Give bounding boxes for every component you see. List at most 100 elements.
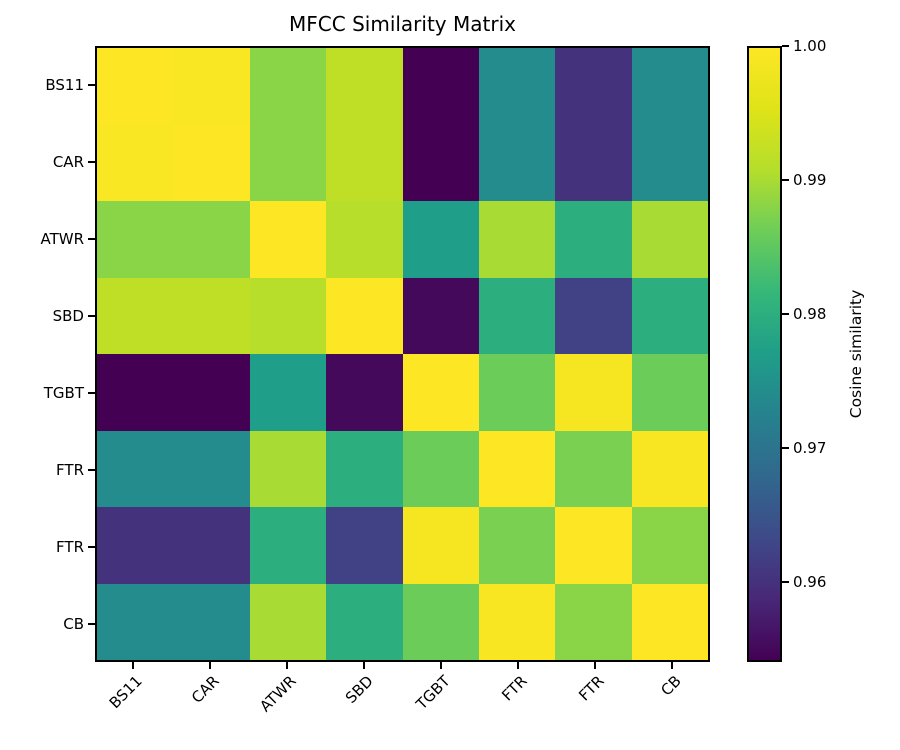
x-axis-tick-mark — [516, 662, 519, 669]
heatmap-cell — [249, 507, 327, 584]
y-axis-tick-mark — [88, 545, 95, 548]
heatmap-cell — [173, 583, 250, 660]
heatmap-cell — [402, 48, 479, 125]
heatmap-cell — [402, 430, 479, 507]
y-axis-tick-label: SBD — [52, 306, 84, 325]
heatmap-cell — [326, 277, 403, 354]
heatmap-cell — [326, 507, 403, 584]
heatmap-cell — [249, 430, 327, 507]
heatmap-cell — [249, 583, 327, 660]
heatmap — [95, 46, 710, 662]
heatmap-cell — [326, 430, 403, 507]
heatmap-cell — [402, 583, 479, 660]
heatmap-cell — [173, 124, 250, 201]
y-axis-tick-label: TGBT — [43, 383, 84, 402]
y-axis-tick-mark — [88, 314, 95, 317]
heatmap-cell — [631, 430, 708, 507]
heatmap-cell — [97, 48, 174, 125]
heatmap-cell — [478, 201, 556, 278]
heatmap-cell — [97, 354, 174, 431]
y-axis-tick-mark — [88, 83, 95, 86]
heatmap-cell — [173, 354, 250, 431]
heatmap-cell — [97, 507, 174, 584]
y-axis-tick-mark — [88, 237, 95, 240]
heatmap-cell — [97, 201, 174, 278]
chart-title: MFCC Similarity Matrix — [289, 12, 516, 36]
heatmap-cell — [631, 277, 708, 354]
colorbar-tick-mark — [782, 446, 789, 449]
colorbar-tick-mark — [782, 178, 789, 181]
y-axis-tick-label: FTR — [56, 537, 84, 556]
x-axis-tick-mark — [363, 662, 366, 669]
heatmap-cell — [555, 354, 632, 431]
heatmap-cell — [555, 48, 632, 125]
x-axis-tick-mark — [670, 662, 673, 669]
heatmap-cell — [555, 583, 632, 660]
heatmap-cell — [555, 507, 632, 584]
heatmap-cell — [173, 201, 250, 278]
y-axis-tick-mark — [88, 468, 95, 471]
heatmap-cell — [249, 277, 327, 354]
heatmap-cell — [326, 124, 403, 201]
heatmap-cell — [631, 48, 708, 125]
colorbar-tick-label: 1.00 — [793, 37, 827, 55]
heatmap-cell — [97, 583, 174, 660]
heatmap-cell — [631, 354, 708, 431]
y-axis-tick-label: CB — [63, 614, 84, 633]
y-axis-tick-label: FTR — [56, 460, 84, 479]
heatmap-cell — [249, 354, 327, 431]
y-axis-tick-mark — [88, 160, 95, 163]
y-axis-tick-label: BS11 — [45, 75, 84, 94]
heatmap-cell — [478, 124, 556, 201]
heatmap-cell — [555, 201, 632, 278]
heatmap-cell — [249, 124, 327, 201]
y-axis-tick-mark — [88, 622, 95, 625]
x-axis-tick-mark — [132, 662, 135, 669]
heatmap-cell — [478, 354, 556, 431]
heatmap-cell — [173, 48, 250, 125]
heatmap-cell — [478, 507, 556, 584]
colorbar-tick-label: 0.99 — [793, 170, 827, 189]
heatmap-cell — [478, 277, 556, 354]
heatmap-cell — [249, 48, 327, 125]
colorbar-tick-mark — [782, 580, 789, 583]
heatmap-cell — [173, 507, 250, 584]
x-axis-tick-mark — [439, 662, 442, 669]
colorbar-tick-label: 0.98 — [793, 304, 827, 323]
x-axis-tick-mark — [286, 662, 289, 669]
heatmap-cell — [402, 201, 479, 278]
heatmap-cell — [326, 201, 403, 278]
heatmap-cell — [402, 507, 479, 584]
heatmap-cell — [555, 430, 632, 507]
y-axis-tick-mark — [88, 391, 95, 394]
heatmap-cell — [402, 124, 479, 201]
x-axis-tick-mark — [209, 662, 212, 669]
heatmap-cell — [478, 430, 556, 507]
heatmap-cell — [326, 48, 403, 125]
colorbar-tick-label: 0.97 — [793, 438, 827, 457]
heatmap-cell — [326, 354, 403, 431]
heatmap-cell — [631, 583, 708, 660]
heatmap-cell — [97, 430, 174, 507]
colorbar-tick-label: 0.96 — [793, 572, 827, 591]
heatmap-cell — [97, 124, 174, 201]
heatmap-cell — [478, 583, 556, 660]
heatmap-cell — [326, 583, 403, 660]
y-axis-tick-label: ATWR — [40, 229, 84, 248]
heatmap-cell — [97, 277, 174, 354]
heatmap-cell — [631, 507, 708, 584]
colorbar-tick-mark — [782, 312, 789, 315]
x-axis-tick-mark — [593, 662, 596, 669]
heatmap-cell — [631, 124, 708, 201]
colorbar — [747, 46, 782, 662]
heatmap-cell — [173, 277, 250, 354]
colorbar-tick-mark — [782, 45, 789, 47]
heatmap-cell — [173, 430, 250, 507]
y-axis-tick-label: CAR — [52, 152, 84, 171]
heatmap-cell — [555, 277, 632, 354]
heatmap-cell — [555, 124, 632, 201]
x-axis-tick-label: BS11 — [106, 672, 147, 713]
heatmap-cell — [631, 201, 708, 278]
heatmap-cell — [402, 354, 479, 431]
